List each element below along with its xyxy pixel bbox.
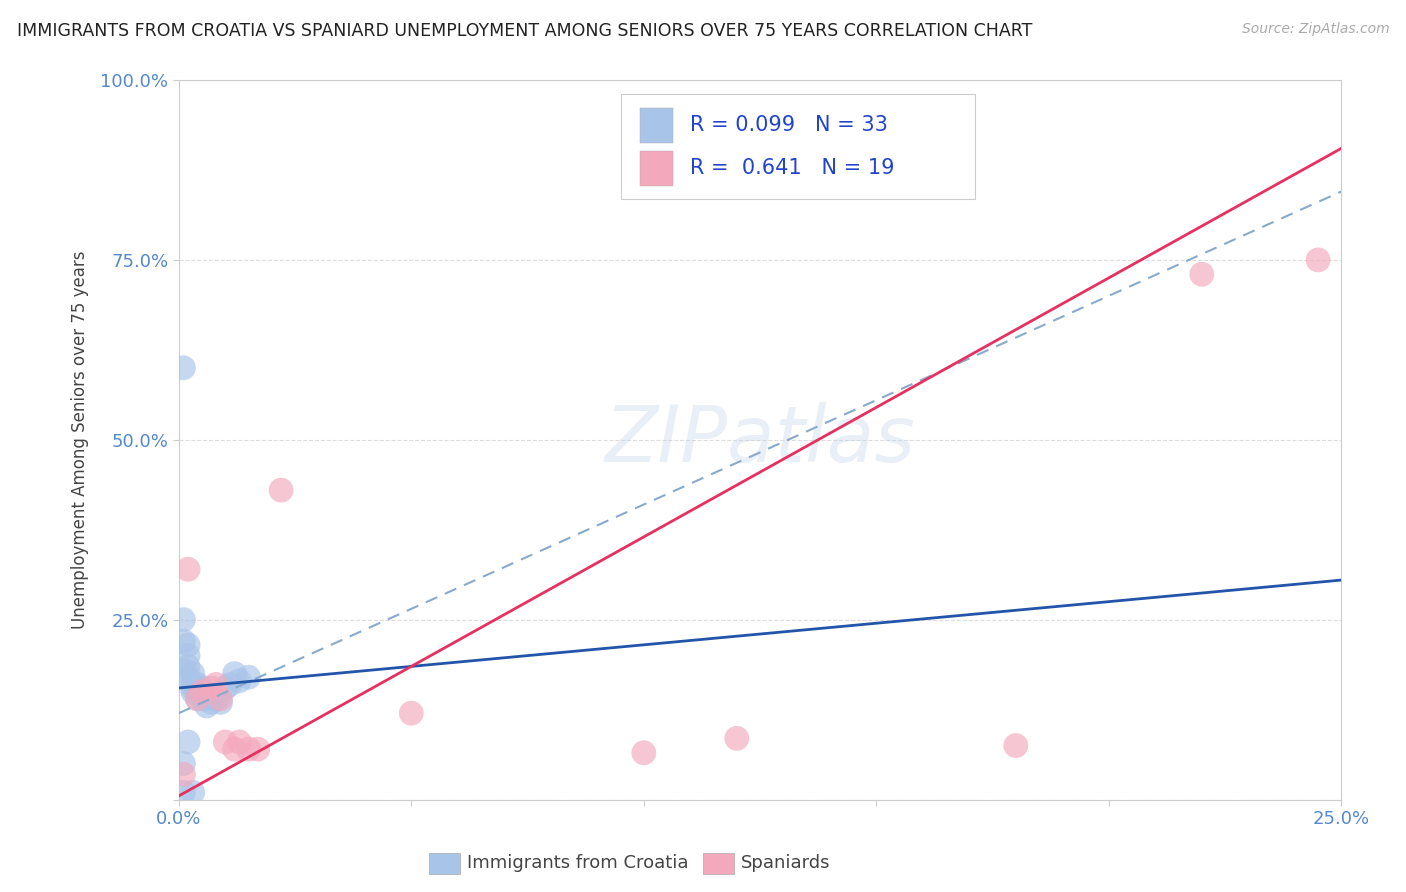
Point	[1191, 267, 1213, 281]
Bar	[640, 108, 673, 143]
Text: R = 0.099   N = 33: R = 0.099 N = 33	[690, 115, 889, 136]
Point	[172, 613, 194, 627]
Point	[205, 691, 228, 706]
Text: Spaniards: Spaniards	[741, 855, 831, 872]
Point	[228, 673, 250, 688]
Point	[181, 681, 204, 695]
Point	[172, 767, 194, 781]
Point	[181, 785, 204, 799]
Point	[200, 681, 222, 695]
Point	[177, 648, 200, 663]
Bar	[640, 152, 673, 186]
Point	[401, 706, 423, 721]
Point	[186, 691, 208, 706]
Point	[1306, 252, 1329, 267]
Point	[238, 670, 260, 684]
Point	[725, 731, 748, 746]
Text: ZIPatlas: ZIPatlas	[605, 401, 915, 478]
Point	[191, 691, 214, 706]
Point	[177, 638, 200, 652]
Text: IMMIGRANTS FROM CROATIA VS SPANIARD UNEMPLOYMENT AMONG SENIORS OVER 75 YEARS COR: IMMIGRANTS FROM CROATIA VS SPANIARD UNEM…	[17, 22, 1032, 40]
Point	[209, 691, 232, 706]
Point	[214, 681, 236, 695]
Point	[181, 666, 204, 681]
Point	[191, 681, 214, 695]
Point	[219, 677, 242, 691]
Point	[205, 677, 228, 691]
Point	[200, 695, 222, 709]
Text: Source: ZipAtlas.com: Source: ZipAtlas.com	[1241, 22, 1389, 37]
Point	[270, 483, 292, 497]
Point	[172, 663, 194, 677]
Point	[186, 681, 208, 695]
Point	[177, 562, 200, 576]
Point	[172, 360, 194, 375]
Text: R =  0.641   N = 19: R = 0.641 N = 19	[690, 159, 894, 178]
Point	[246, 742, 269, 756]
Point	[186, 691, 208, 706]
Text: Immigrants from Croatia: Immigrants from Croatia	[467, 855, 689, 872]
Point	[177, 735, 200, 749]
Point	[172, 785, 194, 799]
Point	[633, 746, 655, 760]
Point	[238, 742, 260, 756]
Point	[224, 666, 246, 681]
FancyBboxPatch shape	[620, 95, 976, 199]
Point	[172, 634, 194, 648]
Point	[191, 684, 214, 698]
Point	[186, 677, 208, 691]
Point	[191, 688, 214, 702]
Point	[177, 659, 200, 673]
Point	[181, 677, 204, 691]
Point	[172, 756, 194, 771]
Point	[181, 684, 204, 698]
Y-axis label: Unemployment Among Seniors over 75 years: Unemployment Among Seniors over 75 years	[72, 251, 89, 629]
Point	[209, 695, 232, 709]
Point	[200, 688, 222, 702]
Point	[195, 698, 218, 713]
Point	[177, 670, 200, 684]
Point	[195, 691, 218, 706]
Point	[214, 735, 236, 749]
Point	[1004, 739, 1026, 753]
Point	[228, 735, 250, 749]
Point	[224, 742, 246, 756]
